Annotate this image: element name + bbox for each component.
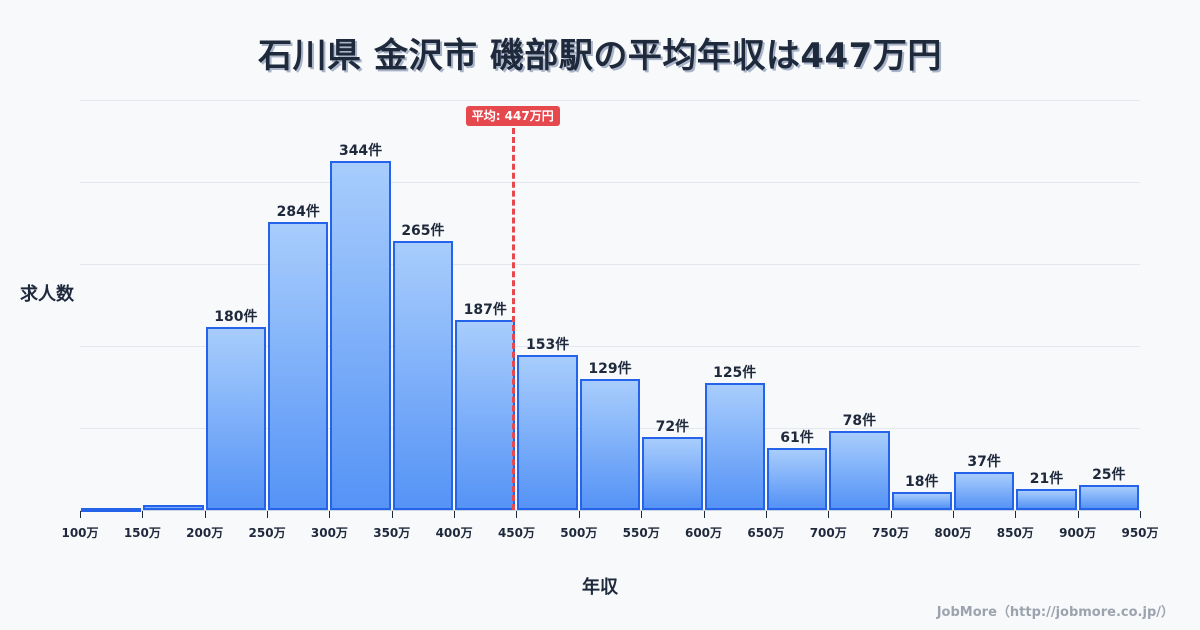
x-tick-label: 100万 bbox=[61, 526, 99, 540]
bar-value-label: 21件 bbox=[1029, 470, 1064, 487]
x-tick bbox=[516, 511, 518, 518]
x-tick-label: 850万 bbox=[996, 526, 1034, 540]
source-credit: JobMore（http://jobmore.co.jp/） bbox=[936, 605, 1174, 620]
y-axis-label: 求人数 bbox=[20, 284, 74, 305]
chart-title: 石川県 金沢市 磯部駅の平均年収は447万円 bbox=[258, 36, 942, 76]
x-tick-label: 400万 bbox=[435, 526, 473, 540]
histogram-bar[interactable] bbox=[205, 327, 267, 510]
x-tick bbox=[204, 511, 206, 518]
x-tick-label: 550万 bbox=[622, 526, 660, 540]
histogram-bar[interactable] bbox=[766, 448, 828, 510]
x-tick-label: 450万 bbox=[497, 526, 535, 540]
x-tick bbox=[703, 511, 705, 518]
x-tick-label: 650万 bbox=[747, 526, 785, 540]
x-tick-label: 800万 bbox=[934, 526, 972, 540]
x-tick-label: 250万 bbox=[248, 526, 286, 540]
x-tick-label: 950万 bbox=[1121, 526, 1159, 540]
bar-value-label: 61件 bbox=[780, 430, 814, 447]
x-tick bbox=[142, 511, 144, 518]
x-tick bbox=[952, 511, 954, 518]
bar-value-label: 344件 bbox=[338, 142, 383, 159]
bar-value-label: 180件 bbox=[214, 309, 258, 326]
histogram-bar[interactable] bbox=[392, 241, 454, 510]
histogram-bar[interactable] bbox=[455, 320, 516, 510]
x-tick bbox=[828, 511, 830, 518]
x-tick bbox=[267, 511, 269, 518]
x-tick-label: 750万 bbox=[872, 526, 910, 540]
bar-value-label: 78件 bbox=[842, 412, 877, 429]
histogram-bar[interactable] bbox=[642, 436, 703, 510]
bar-value-label: 125件 bbox=[713, 365, 757, 382]
histogram-bar[interactable] bbox=[953, 472, 1015, 510]
histogram-bar[interactable] bbox=[579, 379, 641, 510]
histogram-bar[interactable] bbox=[891, 491, 952, 510]
bar-value-label: 25件 bbox=[1092, 466, 1126, 483]
x-axis-label: 年収 bbox=[582, 577, 618, 598]
x-tick bbox=[1015, 511, 1017, 518]
x-axis-line bbox=[80, 510, 1140, 511]
bar-value-label: 129件 bbox=[588, 361, 632, 378]
histogram-bar[interactable] bbox=[829, 430, 890, 510]
x-tick bbox=[578, 511, 580, 518]
x-tick bbox=[1077, 511, 1079, 518]
histogram-bar[interactable] bbox=[1078, 484, 1139, 510]
gridline bbox=[80, 182, 1140, 183]
x-tick bbox=[1140, 511, 1141, 518]
bar-value-label: 72件 bbox=[655, 418, 690, 435]
gridline bbox=[80, 264, 1140, 265]
x-tick bbox=[454, 511, 456, 518]
bar-value-label: 284件 bbox=[276, 203, 320, 220]
bar-value-label: 187件 bbox=[463, 302, 507, 319]
x-tick bbox=[765, 511, 767, 518]
histogram-bar[interactable] bbox=[330, 160, 391, 510]
x-tick bbox=[80, 511, 81, 518]
x-tick-label: 500万 bbox=[560, 526, 598, 540]
x-tick-label: 600万 bbox=[684, 526, 723, 540]
bar-value-label: 18件 bbox=[905, 473, 939, 490]
histogram-bar[interactable] bbox=[81, 507, 142, 512]
histogram-bar[interactable] bbox=[704, 383, 765, 510]
bar-value-label: 265件 bbox=[401, 223, 445, 240]
gridline bbox=[80, 100, 1140, 101]
x-tick bbox=[391, 511, 393, 518]
histogram-bar[interactable] bbox=[517, 354, 578, 510]
bar-value-label: 153件 bbox=[526, 336, 570, 353]
x-tick bbox=[329, 511, 331, 518]
x-tick-label: 350万 bbox=[373, 526, 411, 540]
x-tick-label: 150万 bbox=[123, 526, 161, 540]
x-tick bbox=[641, 511, 643, 518]
histogram-bar[interactable] bbox=[1016, 488, 1077, 510]
average-line bbox=[511, 128, 515, 510]
x-tick-label: 200万 bbox=[186, 526, 224, 540]
gridline bbox=[80, 346, 1140, 347]
average-badge: 平均: 447万円 bbox=[465, 106, 560, 126]
bar-value-label: 37件 bbox=[967, 454, 1001, 471]
x-tick-label: 700万 bbox=[809, 526, 847, 540]
histogram-bar[interactable] bbox=[143, 504, 204, 510]
x-tick-label: 900万 bbox=[1059, 526, 1097, 540]
x-tick-label: 300万 bbox=[310, 526, 348, 540]
x-tick bbox=[890, 511, 892, 518]
histogram-bar[interactable] bbox=[268, 221, 329, 510]
